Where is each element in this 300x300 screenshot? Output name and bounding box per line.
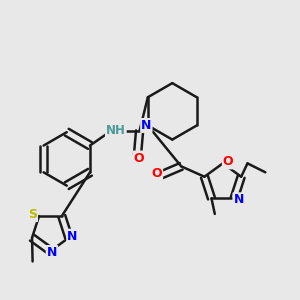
Text: O: O	[134, 152, 144, 164]
Text: NH: NH	[106, 124, 126, 137]
Text: N: N	[233, 193, 244, 206]
Text: S: S	[28, 208, 37, 221]
Text: O: O	[152, 167, 162, 180]
Text: N: N	[141, 119, 152, 132]
Text: N: N	[67, 230, 78, 243]
Text: O: O	[223, 155, 233, 168]
Text: N: N	[47, 246, 57, 259]
